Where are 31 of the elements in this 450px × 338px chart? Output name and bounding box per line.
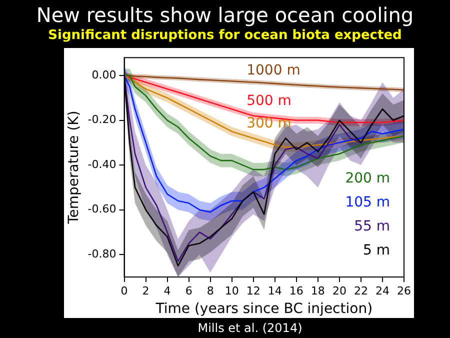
x-tick-label: 20 bbox=[332, 284, 346, 298]
series-label: 300 m bbox=[246, 115, 292, 132]
x-tick-label: 12 bbox=[246, 284, 260, 298]
y-tick-label: 0.00 bbox=[92, 68, 116, 82]
y-tick-label: -0.20 bbox=[88, 113, 116, 126]
x-tick-label: 22 bbox=[354, 284, 368, 298]
y-axis-title: Temperature (K) bbox=[66, 110, 82, 225]
x-tick-label: 2 bbox=[142, 284, 150, 298]
text: Mills et al. (2014) bbox=[196, 321, 304, 335]
x-tick-label: 6 bbox=[185, 284, 192, 298]
x-tick-label: 0 bbox=[120, 284, 128, 298]
x-tick-label: 8 bbox=[206, 284, 214, 298]
y-tick-label: -0.80 bbox=[88, 247, 116, 260]
x-tick-label: 10 bbox=[224, 284, 239, 298]
x-tick-label: 14 bbox=[268, 284, 282, 298]
text: 105 m bbox=[345, 194, 390, 211]
x-tick-label: 18 bbox=[310, 284, 325, 298]
chart-subtitle: Significant disruptions for ocean biota expected bbox=[47, 28, 403, 43]
chart-title: New results show large ocean cooling bbox=[35, 3, 415, 27]
series-label: 500 m bbox=[246, 93, 292, 110]
text: 55 m bbox=[354, 218, 390, 235]
x-axis-title: Time (years since BC injection) bbox=[154, 301, 373, 318]
x-tick-label: 16 bbox=[289, 284, 304, 298]
series-label: 1000 m bbox=[246, 62, 300, 78]
y-tick-label: -0.40 bbox=[88, 158, 116, 171]
x-tick-label: 4 bbox=[164, 284, 171, 298]
text: 5 m bbox=[363, 242, 390, 259]
series-label: 200 m bbox=[345, 170, 390, 187]
y-tick-label: -0.60 bbox=[88, 202, 116, 216]
x-tick-label: 24 bbox=[375, 284, 390, 298]
x-tick-label: 26 bbox=[397, 284, 411, 298]
